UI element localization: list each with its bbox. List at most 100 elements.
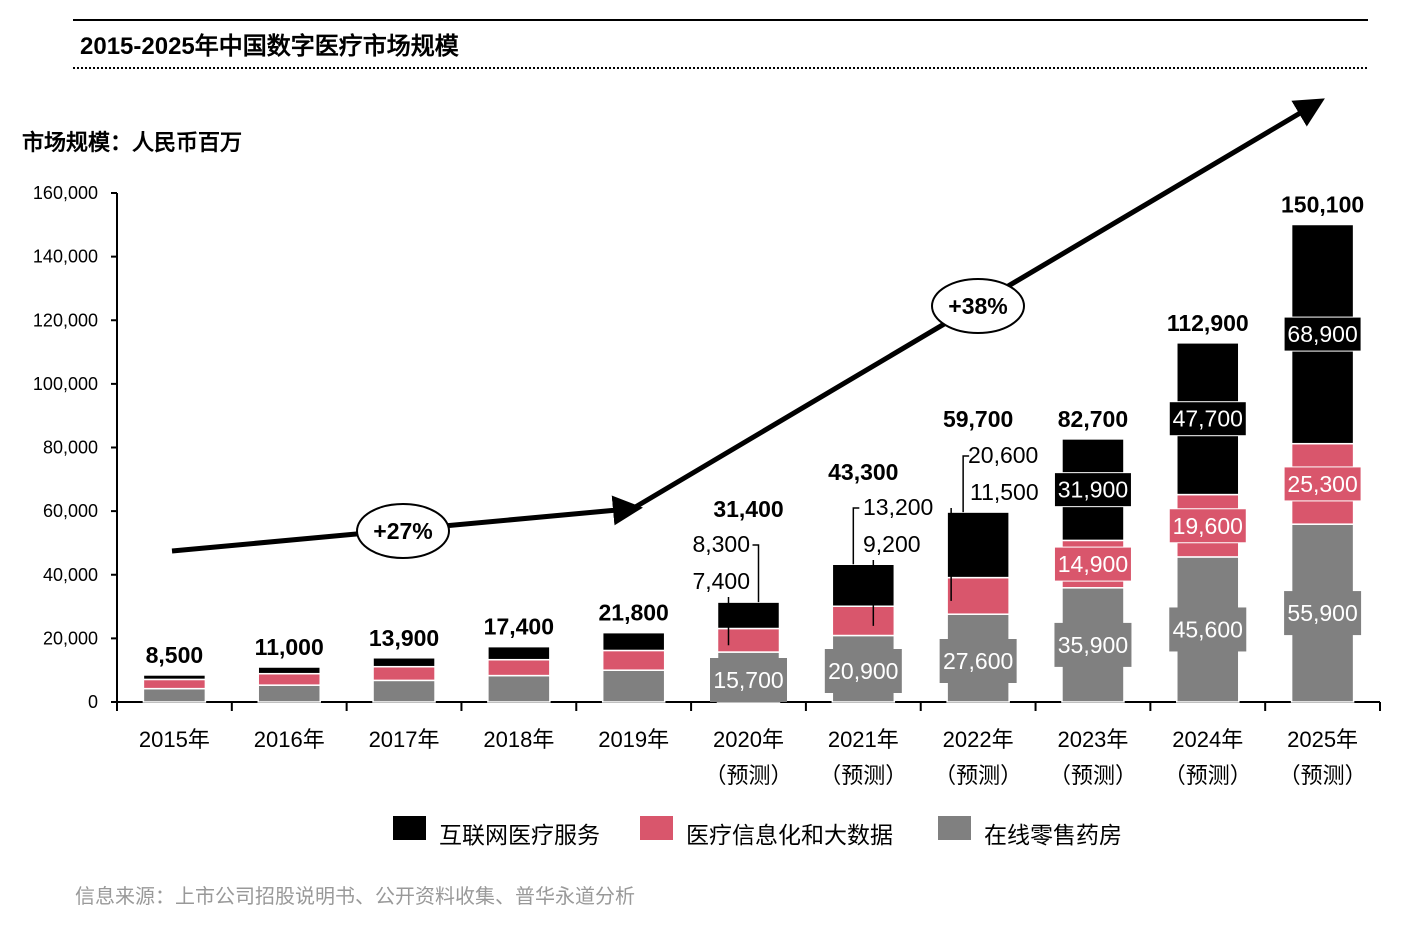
value-label: 8,300 bbox=[692, 531, 750, 557]
bar-segment bbox=[831, 563, 896, 607]
bar-segment bbox=[487, 658, 551, 677]
value-label-bg bbox=[1283, 466, 1362, 502]
value-label: 25,300 bbox=[1287, 471, 1357, 497]
legend: 互联网医疗服务 医疗信息化和大数据 在线零售药房 bbox=[393, 816, 1122, 848]
x-tick-sublabel: （预测） bbox=[1164, 763, 1252, 788]
bar-segment bbox=[601, 631, 666, 652]
value-label: 27,600 bbox=[943, 648, 1013, 674]
legend-label: 互联网医疗服务 bbox=[439, 822, 600, 848]
x-tick-label: 2021年 bbox=[828, 727, 899, 752]
growth-rate-label: +27% bbox=[373, 518, 432, 544]
value-label: 7,400 bbox=[692, 568, 750, 594]
value-label: 11,500 bbox=[970, 479, 1039, 505]
x-tick-sublabel: （预测） bbox=[934, 763, 1022, 788]
bar-segment bbox=[831, 605, 896, 637]
x-tick-label: 2022年 bbox=[943, 727, 1014, 752]
legend-swatch bbox=[640, 816, 673, 840]
y-tick-label: 60,000 bbox=[43, 501, 98, 521]
value-label-bg bbox=[1054, 622, 1132, 667]
leader-line bbox=[962, 455, 970, 513]
legend-label: 医疗信息化和大数据 bbox=[686, 822, 893, 848]
total-label: 17,400 bbox=[484, 614, 554, 640]
value-label-bg bbox=[824, 649, 902, 693]
leader-line bbox=[752, 544, 760, 603]
x-tick-label: 2025年 bbox=[1287, 727, 1358, 752]
x-tick-sublabel: （预测） bbox=[704, 763, 792, 788]
value-label-bg bbox=[1053, 546, 1132, 582]
y-tick-label: 0 bbox=[88, 692, 98, 712]
x-tick-label: 2018年 bbox=[483, 727, 554, 752]
total-label: 82,700 bbox=[1058, 406, 1128, 432]
y-tick-label: 140,000 bbox=[33, 247, 98, 267]
bar-segment bbox=[716, 627, 781, 653]
bar-segment bbox=[601, 669, 666, 703]
x-tick-label: 2024年 bbox=[1172, 727, 1243, 752]
bar-segment bbox=[716, 601, 781, 630]
legend-swatch bbox=[938, 816, 971, 840]
bar-segment bbox=[257, 684, 321, 703]
value-label-bg bbox=[1284, 591, 1362, 636]
x-tick-sublabel: （预测） bbox=[1049, 763, 1137, 788]
bar-segment bbox=[372, 679, 436, 703]
total-label: 13,900 bbox=[369, 625, 439, 651]
total-label: 8,500 bbox=[146, 642, 204, 668]
y-tick-label: 120,000 bbox=[33, 310, 98, 330]
total-label: 59,700 bbox=[943, 406, 1013, 432]
x-tick-label: 2019年 bbox=[598, 727, 669, 752]
value-label: 45,600 bbox=[1173, 616, 1243, 642]
value-label: 31,900 bbox=[1058, 477, 1128, 503]
bar-segment bbox=[142, 687, 207, 703]
value-label: 19,600 bbox=[1173, 513, 1243, 539]
x-tick-label: 2017年 bbox=[369, 727, 440, 752]
value-label: 35,900 bbox=[1058, 632, 1128, 658]
total-label: 11,000 bbox=[255, 634, 324, 660]
x-tick-label: 2016年 bbox=[254, 727, 325, 752]
growth-rate-bubble bbox=[931, 278, 1025, 334]
growth-rate-bubble bbox=[356, 503, 450, 559]
bar-segment bbox=[257, 672, 321, 686]
value-label-bg bbox=[1169, 607, 1247, 652]
total-label: 150,100 bbox=[1281, 191, 1364, 217]
x-tick-label: 2020年 bbox=[713, 727, 784, 752]
legend-label: 在线零售药房 bbox=[984, 822, 1122, 848]
value-label: 20,900 bbox=[828, 658, 898, 684]
y-axis-label: 市场规模：人民币百万 bbox=[22, 130, 242, 155]
value-label: 47,700 bbox=[1173, 406, 1243, 432]
bar-segment bbox=[946, 511, 1010, 579]
leader-line bbox=[852, 507, 860, 565]
bar-segment bbox=[946, 576, 1010, 615]
bar-segment bbox=[487, 674, 551, 703]
y-tick-label: 40,000 bbox=[43, 565, 98, 585]
value-label-bg bbox=[1168, 508, 1247, 544]
x-tick-label: 2015年 bbox=[139, 727, 210, 752]
total-label: 43,300 bbox=[828, 459, 898, 485]
y-tick-label: 160,000 bbox=[33, 183, 98, 203]
y-tick-label: 20,000 bbox=[43, 628, 98, 648]
x-tick-label: 2023年 bbox=[1057, 727, 1128, 752]
bar-segment bbox=[257, 666, 321, 675]
bar-segment bbox=[601, 649, 666, 671]
value-label: 20,600 bbox=[968, 442, 1038, 468]
y-tick-label: 80,000 bbox=[43, 438, 98, 458]
total-label: 21,800 bbox=[599, 600, 669, 626]
value-label: 9,200 bbox=[863, 531, 921, 557]
value-label: 14,900 bbox=[1058, 551, 1128, 577]
value-label-bg bbox=[1283, 316, 1362, 352]
value-label-bg bbox=[939, 639, 1017, 683]
legend-swatch bbox=[393, 816, 426, 840]
value-label: 68,900 bbox=[1287, 321, 1357, 347]
total-label: 31,400 bbox=[713, 496, 783, 522]
bar-segment bbox=[372, 665, 436, 682]
source-note: 信息来源：上市公司招股说明书、公开资料收集、普华永道分析 bbox=[75, 885, 635, 908]
bar-segment bbox=[142, 678, 207, 690]
bar-segment bbox=[487, 645, 551, 661]
value-label-bg bbox=[1168, 401, 1247, 437]
y-tick-label: 100,000 bbox=[33, 374, 98, 394]
chart-title: 2015-2025年中国数字医疗市场规模 bbox=[80, 32, 460, 60]
x-tick-sublabel: （预测） bbox=[1279, 763, 1367, 788]
growth-rate-label: +38% bbox=[948, 293, 1007, 319]
value-label: 55,900 bbox=[1287, 600, 1357, 626]
x-tick-sublabel: （预测） bbox=[819, 763, 907, 788]
bar-segment bbox=[142, 674, 207, 681]
